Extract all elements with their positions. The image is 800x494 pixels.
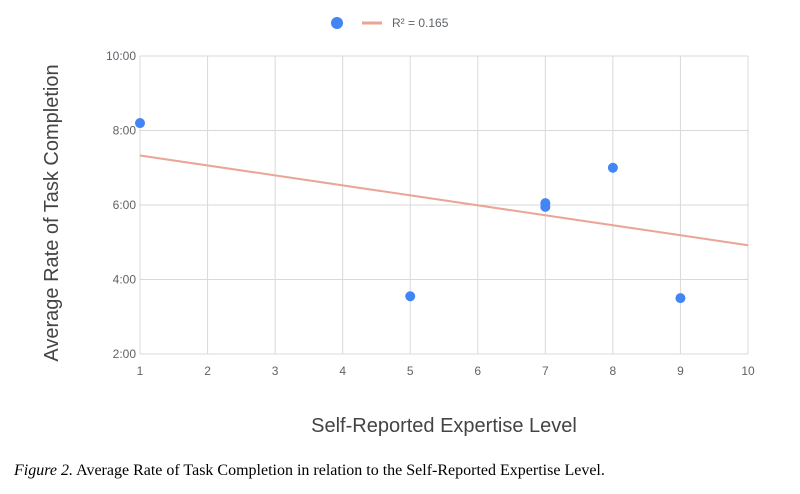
y-axis-ticks: 2:00 4:00 6:00 8:00 10:00 <box>106 49 136 361</box>
data-point <box>405 291 416 302</box>
y-axis-title: Average Rate of Task Completion <box>41 64 63 361</box>
caption-text: Average Rate of Task Completion in relat… <box>72 462 605 479</box>
legend-trendline-label: R² = 0.165 <box>392 16 449 30</box>
legend-series-marker <box>331 17 343 29</box>
x-tick-label: 7 <box>542 364 549 378</box>
caption-label: Figure 2. <box>14 462 73 479</box>
data-point <box>675 293 686 304</box>
x-tick-label: 3 <box>272 364 279 378</box>
x-tick-label: 1 <box>137 364 144 378</box>
x-tick-label: 4 <box>339 364 346 378</box>
x-tick-label: 5 <box>407 364 414 378</box>
data-points <box>135 118 686 304</box>
y-tick-label: 6:00 <box>113 198 137 212</box>
y-tick-label: 8:00 <box>113 124 137 138</box>
trendline-layer <box>139 154 749 247</box>
y-tick-label: 4:00 <box>113 273 137 287</box>
figure-caption: Figure 2. Average Rate of Task Completio… <box>14 462 605 480</box>
x-tick-label: 6 <box>474 364 481 378</box>
grid-lines <box>139 55 749 355</box>
x-axis-title: Self-Reported Expertise Level <box>311 415 577 437</box>
trendline <box>139 154 749 247</box>
legend: R² = 0.165 <box>331 16 449 30</box>
x-tick-label: 10 <box>741 364 755 378</box>
data-point <box>540 201 551 212</box>
x-tick-label: 9 <box>677 364 684 378</box>
x-axis-ticks: 1 2 3 4 5 6 7 8 9 10 <box>137 364 755 378</box>
x-tick-label: 8 <box>610 364 617 378</box>
scatter-chart: 1 2 3 4 5 6 7 8 9 10 2:00 4:00 6:00 8:00 10:00 R² = 0… <box>41 16 755 437</box>
x-tick-label: 2 <box>204 364 211 378</box>
data-point <box>135 118 145 129</box>
y-tick-label: 2:00 <box>113 347 137 361</box>
y-tick-label: 10:00 <box>106 49 136 63</box>
data-point <box>607 162 618 173</box>
